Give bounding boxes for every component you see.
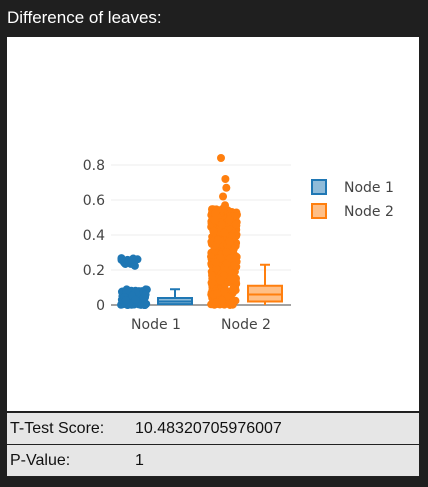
plot-area: 0 0.2 0.4 0.6 0.8 Node 1 Node 2 Node 1 Node 2 — [7, 37, 419, 411]
outlier-point — [221, 175, 230, 183]
outlier-point — [221, 201, 230, 210]
box-plot: 0 0.2 0.4 0.6 0.8 Node 1 Node 2 Node 1 Node 2 — [83, 154, 394, 333]
data-point — [229, 284, 238, 293]
data-point — [212, 264, 221, 273]
data-point — [211, 258, 220, 267]
data-point — [131, 295, 140, 304]
data-point — [220, 228, 229, 237]
stats-table: T-Test Score: 10.48320705976007 P-Value:… — [7, 412, 419, 477]
data-point — [222, 248, 231, 257]
y-tick-label: 0.6 — [83, 193, 105, 209]
data-point — [216, 276, 225, 285]
data-point — [127, 255, 136, 264]
data-point — [230, 261, 239, 270]
p-value-label: P-Value: — [10, 452, 71, 469]
data-point — [217, 296, 226, 305]
data-point — [117, 254, 126, 263]
t-test-value: 10.48320705976007 — [135, 420, 282, 437]
data-point — [220, 287, 229, 296]
data-point — [228, 275, 237, 284]
data-point — [210, 215, 219, 224]
data-point — [121, 296, 130, 305]
legend-swatch — [311, 203, 327, 219]
data-point — [217, 220, 226, 229]
x-tick-label: Node 1 — [131, 317, 181, 333]
data-point — [130, 261, 139, 270]
outlier-point — [217, 154, 226, 162]
y-tick-label: 0.2 — [83, 263, 105, 279]
p-value-value: 1 — [135, 452, 144, 469]
data-point — [141, 290, 150, 299]
y-tick-label: 0.4 — [83, 228, 105, 244]
data-point — [226, 300, 235, 309]
data-point — [209, 227, 218, 236]
data-point — [225, 237, 234, 246]
legend-swatch — [311, 179, 327, 195]
t-test-row: T-Test Score: 10.48320705976007 — [7, 412, 419, 444]
outlier-point — [219, 192, 228, 201]
data-point — [214, 236, 223, 245]
data-point — [231, 220, 240, 229]
y-tick-label: 0.8 — [83, 158, 105, 174]
data-point — [213, 289, 222, 298]
data-point — [208, 271, 217, 280]
t-test-label: T-Test Score: — [10, 420, 105, 437]
p-value-row: P-Value: 1 — [7, 444, 419, 477]
legend-label: Node 2 — [344, 204, 394, 220]
x-tick-label: Node 2 — [221, 317, 271, 333]
legend-label: Node 1 — [344, 180, 394, 196]
data-point — [211, 209, 220, 218]
y-tick-label: 0 — [96, 298, 105, 314]
data-point — [225, 216, 234, 225]
outlier-point — [222, 183, 231, 192]
panel-title: Difference of leaves: — [7, 8, 162, 27]
